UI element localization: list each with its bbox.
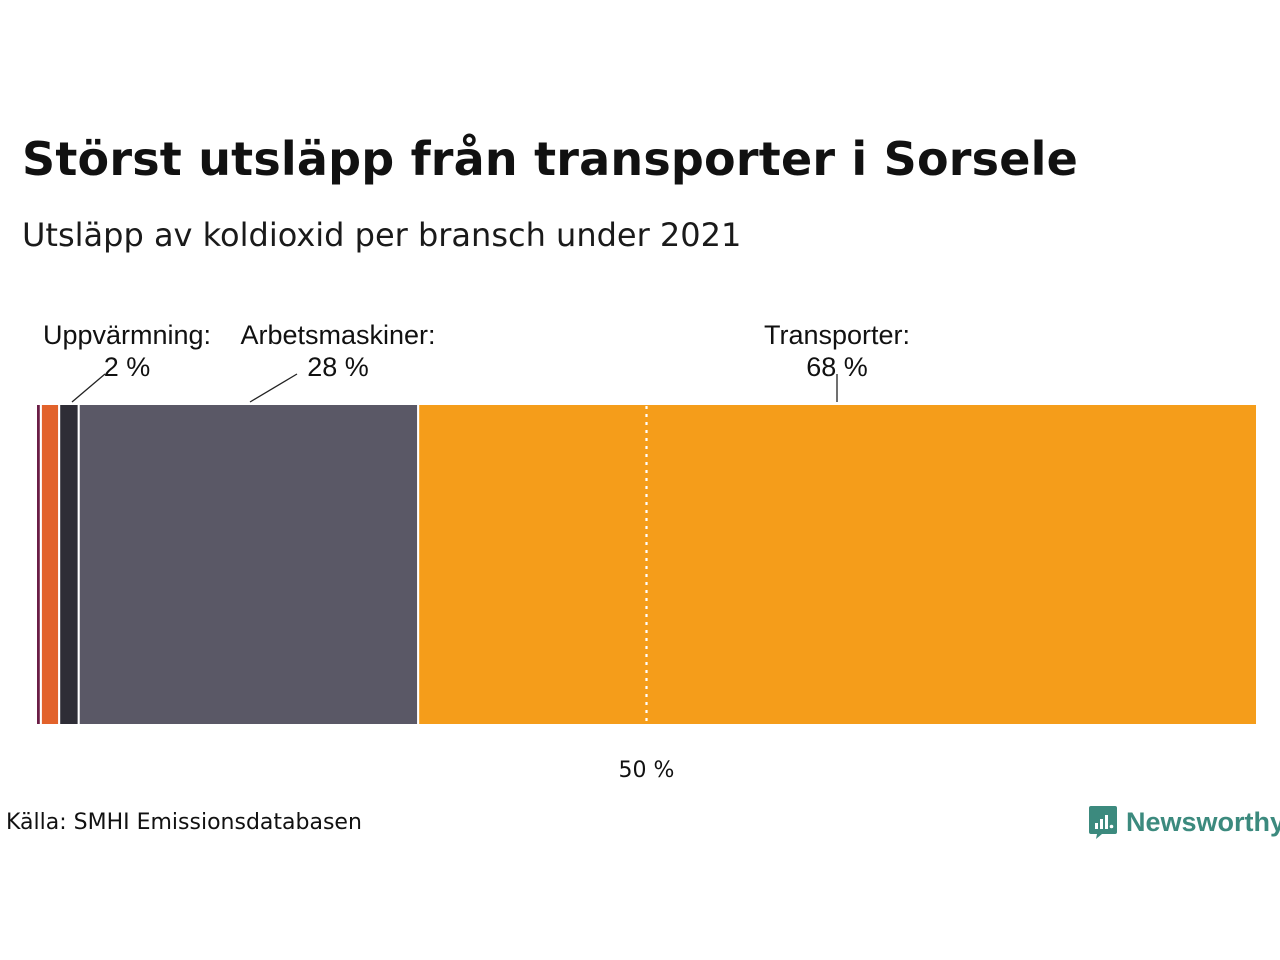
bar-segment-uppvärmning — [58, 403, 80, 726]
reference-line-group: 50 % — [619, 406, 675, 783]
reference-line-label: 50 % — [619, 758, 675, 783]
bar-segment-övrigt — [39, 403, 61, 726]
stacked-bar-chart: Uppvärmning:2 % Arbetsmaskiner:28 % Transp… — [35, 320, 1259, 783]
segment-value-arbetsmaskiner: 28 % — [307, 352, 369, 382]
label-leader-lines — [71, 373, 838, 403]
bar-segment-arbetsmaskiner — [77, 403, 420, 726]
segment-label-arbetsmaskiner: Arbetsmaskiner: — [240, 320, 435, 350]
brand-name: Newsworthy — [1126, 806, 1280, 837]
segment-label-uppvärmning: Uppvärmning: — [43, 320, 211, 350]
chart-title: Störst utsläpp från transporter i Sorsel… — [22, 132, 1078, 186]
leader-line-uppvärmning — [71, 373, 106, 403]
bar-segments — [35, 403, 1259, 726]
source-note: Källa: SMHI Emissionsdatabasen — [6, 810, 362, 835]
leader-line-arbetsmaskiner — [249, 373, 298, 403]
bar-segment-transporter — [417, 403, 1259, 726]
newsworthy-logo-icon — [1089, 806, 1117, 839]
segment-value-transporter: 68 % — [806, 352, 868, 382]
segment-label-transporter: Transporter: — [764, 320, 910, 350]
segment-value-uppvärmning: 2 % — [104, 352, 151, 382]
chart-subtitle: Utsläpp av koldioxid per bransch under 2… — [22, 216, 742, 254]
brand-logo: Newsworthy — [1088, 804, 1280, 840]
segment-labels: Uppvärmning:2 % Arbetsmaskiner:28 % Transp… — [43, 320, 910, 382]
